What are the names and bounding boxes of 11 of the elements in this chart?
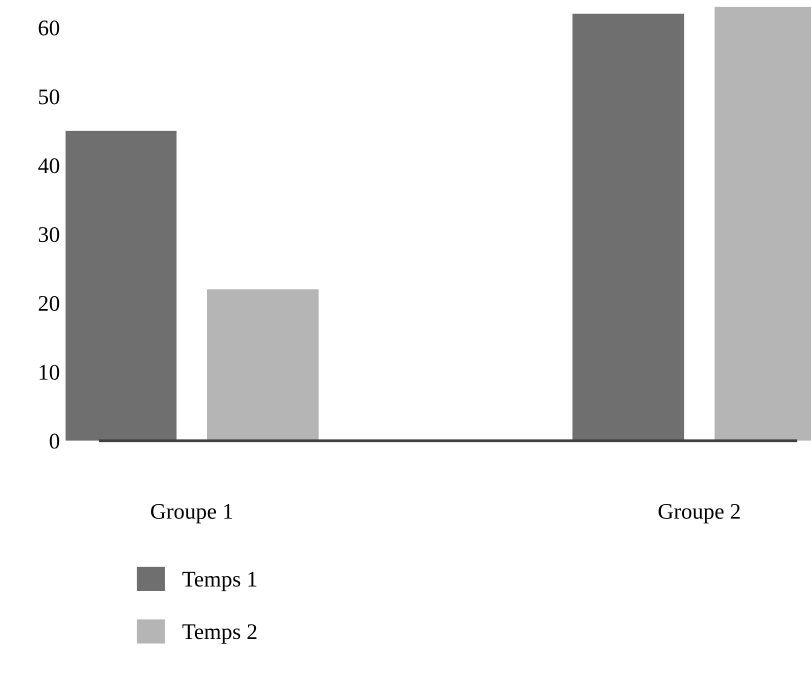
x-tick-label: Groupe 1 [151, 504, 232, 524]
legend-label: Temps 1 [182, 572, 256, 592]
y-tick-label: 20 [38, 296, 60, 311]
y-tick-label: 10 [40, 364, 60, 380]
y-tick-label: 30 [38, 227, 60, 242]
x-tick-label: Groupe 2 [658, 504, 740, 524]
y-tick-label: 50 [39, 89, 60, 104]
legend-label: Temps 2 [182, 624, 256, 644]
y-tick-label: 0 [50, 434, 60, 449]
y-tick-label: 60 [38, 20, 60, 36]
y-tick-label: 40 [38, 158, 60, 174]
